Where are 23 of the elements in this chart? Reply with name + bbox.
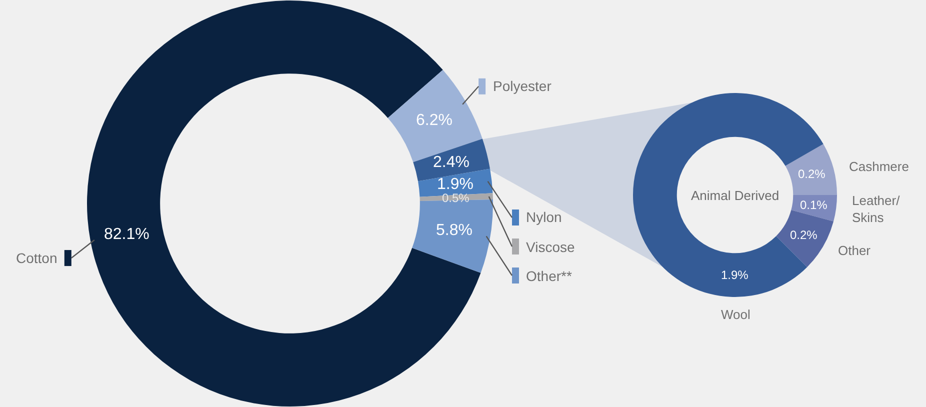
donut-slice — [776, 210, 834, 268]
donut-slice — [785, 144, 837, 195]
legend-label: Nylon — [526, 209, 562, 225]
data-label: 0.2% — [790, 228, 818, 242]
legend-label: Viscose — [526, 239, 575, 255]
slice-label: Other — [838, 243, 872, 258]
data-label: 6.2% — [416, 112, 452, 129]
data-label: 1.9% — [721, 268, 749, 282]
slice-label: Cotton — [16, 250, 58, 266]
data-label: 5.8% — [436, 222, 472, 239]
data-label: 82.1% — [104, 226, 150, 243]
legend-label: Other** — [526, 268, 572, 284]
data-label: 0.5% — [442, 191, 470, 205]
slice-label: Wool — [721, 307, 750, 322]
slice-label: Leather/ Skins — [852, 193, 900, 225]
data-label: 0.2% — [798, 167, 826, 181]
data-label: 0.1% — [800, 198, 828, 212]
text: Animal Derived — [691, 188, 780, 203]
data-label: 1.9% — [437, 176, 474, 193]
data-label: 2.4% — [433, 154, 470, 171]
donut-slice — [87, 0, 481, 406]
slice-label: Cashmere — [849, 159, 909, 174]
legend-label: Polyester — [493, 78, 552, 94]
